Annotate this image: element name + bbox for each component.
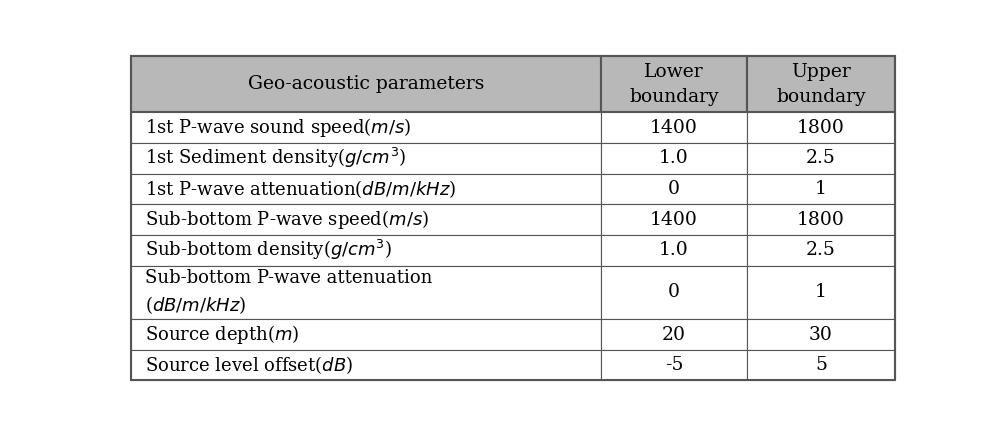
- Text: 1400: 1400: [650, 211, 698, 229]
- Bar: [601, 143, 748, 174]
- Bar: [131, 235, 601, 266]
- Text: 20: 20: [662, 326, 686, 343]
- Bar: [601, 174, 748, 204]
- Text: -5: -5: [665, 356, 684, 374]
- Bar: [131, 204, 601, 235]
- Text: Sub-bottom P-wave attenuation
($dB/m/kHz$): Sub-bottom P-wave attenuation ($dB/m/kHz…: [145, 269, 432, 316]
- Bar: [601, 112, 748, 143]
- Bar: [748, 319, 895, 350]
- Bar: [131, 266, 601, 319]
- Text: 1.0: 1.0: [660, 241, 689, 259]
- Text: 2.5: 2.5: [806, 149, 836, 168]
- Text: 1: 1: [815, 180, 827, 198]
- Bar: [748, 56, 895, 112]
- Text: 1st Sediment density($g/cm^3$): 1st Sediment density($g/cm^3$): [145, 146, 406, 171]
- Bar: [131, 174, 601, 204]
- Text: 1400: 1400: [650, 119, 698, 137]
- Text: Lower
boundary: Lower boundary: [630, 63, 719, 106]
- Text: Source level offset($dB$): Source level offset($dB$): [145, 354, 353, 376]
- Text: Source depth($m$): Source depth($m$): [145, 323, 299, 346]
- Text: 1800: 1800: [797, 119, 845, 137]
- Bar: [748, 350, 895, 381]
- Bar: [131, 143, 601, 174]
- Bar: [131, 319, 601, 350]
- Bar: [601, 204, 748, 235]
- Bar: [601, 350, 748, 381]
- Bar: [601, 235, 748, 266]
- Text: 1st P-wave sound speed($m/s$): 1st P-wave sound speed($m/s$): [145, 116, 411, 139]
- Text: 1800: 1800: [797, 211, 845, 229]
- Bar: [601, 266, 748, 319]
- Text: 30: 30: [809, 326, 833, 343]
- Text: Geo-acoustic parameters: Geo-acoustic parameters: [248, 75, 484, 93]
- Bar: [748, 204, 895, 235]
- Bar: [131, 350, 601, 381]
- Bar: [748, 266, 895, 319]
- Text: Sub-bottom P-wave speed($m/s$): Sub-bottom P-wave speed($m/s$): [145, 208, 429, 231]
- Text: 1st P-wave attenuation($dB/m/kHz$): 1st P-wave attenuation($dB/m/kHz$): [145, 178, 456, 200]
- Bar: [748, 174, 895, 204]
- Bar: [131, 56, 601, 112]
- Bar: [748, 235, 895, 266]
- Bar: [131, 112, 601, 143]
- Text: Upper
boundary: Upper boundary: [776, 63, 866, 106]
- Text: Sub-bottom density($g/cm^3$): Sub-bottom density($g/cm^3$): [145, 238, 392, 262]
- Text: 0: 0: [668, 283, 680, 302]
- Text: 2.5: 2.5: [806, 241, 836, 259]
- Text: 5: 5: [815, 356, 827, 374]
- Text: 1: 1: [815, 283, 827, 302]
- Bar: [601, 319, 748, 350]
- Bar: [748, 112, 895, 143]
- Text: 0: 0: [668, 180, 680, 198]
- Text: 1.0: 1.0: [660, 149, 689, 168]
- Bar: [748, 143, 895, 174]
- Bar: [601, 56, 748, 112]
